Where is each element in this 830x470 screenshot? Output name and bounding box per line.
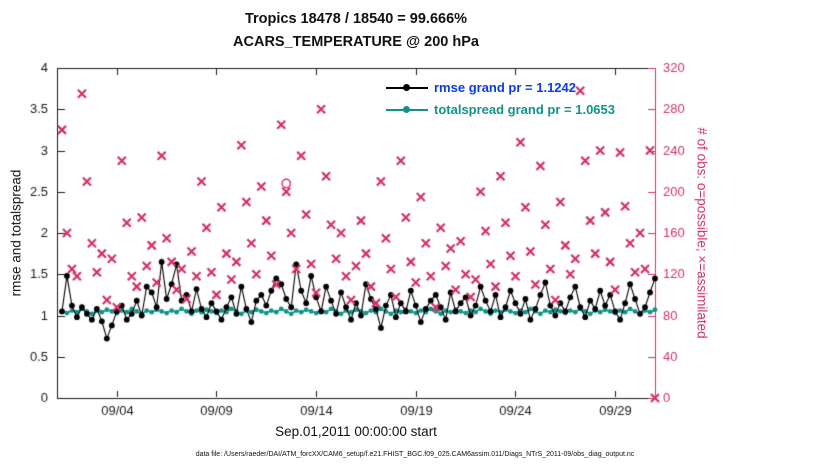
rmse-dot-icon <box>403 83 410 91</box>
legend-item-totalspread: totalspread grand pr = 1.0653 <box>386 98 615 120</box>
legend-label-totalspread: totalspread grand pr = 1.0653 <box>434 101 615 117</box>
totalspread-dot-icon <box>403 105 410 113</box>
chart-subtitle: ACARS_TEMPERATURE @ 200 hPa <box>233 34 479 50</box>
rmse-line-sample <box>386 82 428 92</box>
left-axis-label: rmse and totalspread <box>8 169 24 297</box>
chart-title: Tropics 18478 / 18540 = 99.666% <box>244 11 468 27</box>
legend-item-rmse: rmse grand pr = 1.1242 <box>386 76 615 98</box>
x-axis-label: Sep.01,2011 00:00:00 start <box>275 424 437 439</box>
data-file-caption: data file: /Users/raeder/DAI/ATM_forcXX/… <box>195 451 635 458</box>
legend-label-rmse: rmse grand pr = 1.1242 <box>434 79 576 95</box>
totalspread-line-sample <box>386 104 428 114</box>
legend: rmse grand pr = 1.1242 totalspread grand… <box>386 76 615 120</box>
right-axis-label: # of obs: o=possible; ×=assimilated <box>694 127 710 339</box>
